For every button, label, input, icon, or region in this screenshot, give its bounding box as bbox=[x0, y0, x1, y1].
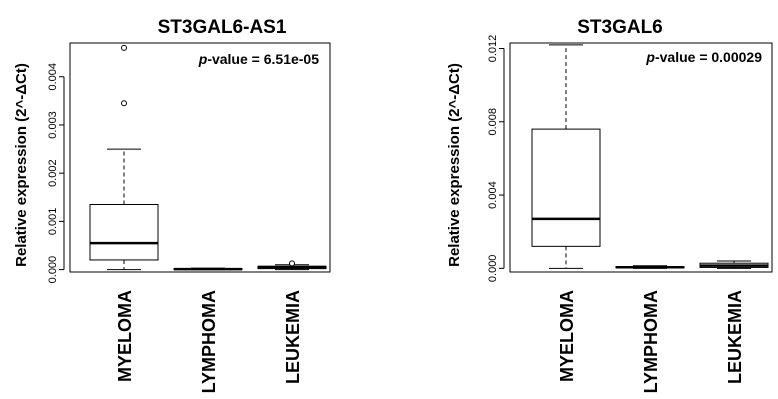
category-label: LEUKEMIA bbox=[725, 290, 745, 384]
box-leukemia bbox=[699, 260, 769, 269]
category-labels: MYELOMA LYMPHOMA LEUKEMIA bbox=[115, 290, 303, 393]
boxes-layer bbox=[89, 44, 327, 271]
category-label: MYELOMA bbox=[115, 290, 135, 382]
box-leukemia bbox=[257, 260, 327, 271]
box-myeloma bbox=[89, 44, 159, 271]
iqr-box bbox=[89, 204, 159, 261]
y-tick-label: 0.004 bbox=[487, 181, 499, 209]
box-lymphoma bbox=[615, 265, 685, 269]
category-label: LEUKEMIA bbox=[283, 290, 303, 384]
category-label: MYELOMA bbox=[557, 290, 577, 382]
boxplot-panel-st3gal6-as1: ST3GAL6-AS1 Relative expression (2^-ΔCt)… bbox=[13, 17, 331, 393]
boxes-layer bbox=[531, 44, 769, 269]
y-tick-label: 0.012 bbox=[487, 35, 499, 63]
outlier-point bbox=[289, 260, 295, 267]
boxplot-panel-st3gal6: ST3GAL6 Relative expression (2^-ΔCt) p-v… bbox=[446, 17, 773, 393]
p-value-text: -value = 6.51e-05 bbox=[207, 51, 319, 67]
y-tick-label: 0.003 bbox=[47, 111, 59, 139]
outlier-point bbox=[121, 100, 127, 107]
chart-title: ST3GAL6 bbox=[577, 17, 663, 38]
y-tick-label: 0.002 bbox=[47, 159, 59, 187]
category-labels: MYELOMA LYMPHOMA LEUKEMIA bbox=[557, 290, 745, 393]
box-myeloma bbox=[531, 44, 601, 269]
p-italic: p bbox=[198, 51, 208, 67]
y-tick-label: 0.008 bbox=[487, 108, 499, 136]
p-value-annotation: p-value = 0.00029 bbox=[645, 49, 762, 65]
category-label: LYMPHOMA bbox=[641, 290, 661, 393]
p-value-annotation: p-value = 6.51e-05 bbox=[198, 51, 319, 67]
y-tick-label: 0.000 bbox=[47, 256, 59, 284]
y-tick-label: 0.000 bbox=[487, 255, 499, 283]
p-value-text: -value = 0.00029 bbox=[655, 49, 762, 65]
plot-frame bbox=[69, 42, 331, 273]
category-label: LYMPHOMA bbox=[199, 290, 219, 393]
plot-frame bbox=[509, 42, 773, 273]
plot-axes: 0.000 0.001 0.002 0.003 0.004 bbox=[47, 42, 331, 284]
iqr-box bbox=[531, 128, 601, 247]
y-axis-label: Relative expression (2^-ΔCt) bbox=[13, 63, 30, 267]
y-axis-label: Relative expression (2^-ΔCt) bbox=[446, 63, 463, 267]
p-italic: p bbox=[645, 49, 655, 65]
plot-axes: 0.000 0.004 0.008 0.012 bbox=[487, 35, 773, 283]
outlier-point bbox=[121, 44, 127, 51]
y-tick-label: 0.001 bbox=[47, 208, 59, 236]
chart-title: ST3GAL6-AS1 bbox=[158, 17, 287, 38]
box-lymphoma bbox=[173, 267, 243, 271]
y-tick-label: 0.004 bbox=[47, 63, 59, 91]
